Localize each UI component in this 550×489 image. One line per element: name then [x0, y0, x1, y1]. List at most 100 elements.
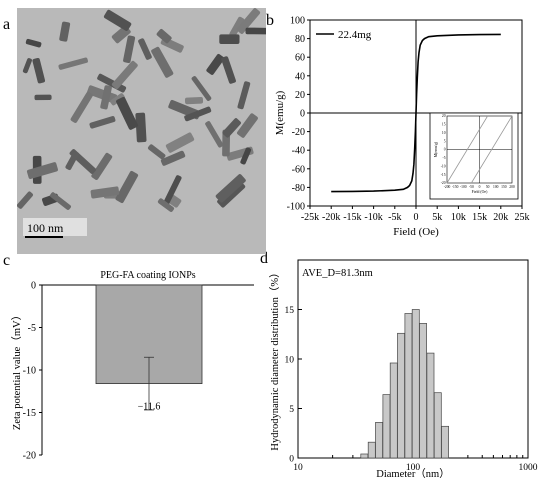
- tem-particle: [245, 27, 266, 35]
- y-tick-label: 15: [285, 306, 295, 316]
- inset-x-tick-label: 50: [486, 185, 490, 189]
- inset-x-tick-label: 100: [493, 185, 499, 189]
- tem-particle: [236, 8, 261, 34]
- tem-particle: [26, 162, 58, 179]
- tem-particle: [156, 29, 172, 44]
- histogram-bar: [419, 323, 427, 459]
- size-distribution-chart: 10 100 1000 0 5 10 15 AVE_D=81.3nm Diameter（nm） H…: [269, 259, 538, 480]
- y-axis-label: Zeta potential value（mV）: [11, 310, 23, 430]
- y-tick-label: 20: [295, 90, 305, 101]
- inset-y-tick-label: -10: [441, 164, 446, 168]
- tem-particle: [123, 35, 136, 64]
- y-tick-label: 0: [289, 455, 294, 465]
- tem-particle: [221, 56, 236, 84]
- inset-y-axis-label: M(emu/g): [434, 141, 438, 157]
- tem-particle: [147, 144, 166, 160]
- x-tick-label: -25k: [301, 212, 319, 223]
- inset-y-tick-label: -5: [443, 156, 446, 160]
- histogram-bar: [404, 313, 413, 459]
- series-line-22-4mg: [331, 33, 501, 193]
- inset-series-line: [471, 115, 513, 184]
- y-tick-label: 80: [295, 34, 305, 45]
- tem-particle: [17, 191, 33, 209]
- inset-y-tick-label: 15: [442, 123, 446, 127]
- tem-particle: [237, 81, 251, 110]
- x-tick-label: 20k: [493, 212, 508, 223]
- y-axis-label: M(emu/g): [274, 90, 286, 135]
- inset-y-tick-label: 20: [442, 114, 446, 118]
- inset-x-tick-label: 0: [479, 185, 481, 189]
- inset-x-axis-label: Field (Oe): [472, 190, 488, 194]
- tem-particle: [184, 106, 212, 122]
- inset-y-tick-label: 5: [444, 139, 446, 143]
- histogram-bar: [411, 309, 420, 459]
- histogram-bar: [375, 422, 383, 459]
- tem-particles: [17, 8, 266, 212]
- tem-particle: [191, 76, 212, 101]
- tem-particle: [165, 132, 195, 153]
- y-tick-label: 5: [289, 405, 294, 415]
- tem-particle: [91, 152, 113, 180]
- panel-label-d: d: [260, 250, 268, 267]
- tem-particle: [97, 73, 127, 93]
- zeta-potential-chart: 0 -5 -10 -15 -20 PEG-FA coating IONPs Zeta pot…: [11, 270, 254, 462]
- tem-particle: [115, 171, 139, 203]
- tem-particle: [50, 192, 71, 210]
- histogram-bar: [433, 392, 442, 459]
- panel-label-c: c: [3, 252, 11, 269]
- scale-bar: 100 nm: [23, 218, 87, 238]
- panel-label-b: b: [266, 12, 274, 29]
- x-axis-label: Diameter（nm）: [376, 468, 449, 480]
- tem-particle: [25, 38, 42, 48]
- x-tick-label: 10: [293, 463, 303, 473]
- tem-particle: [135, 112, 147, 143]
- y-tick-label: -40: [292, 146, 305, 157]
- tem-particle: [22, 58, 32, 74]
- inset-x-tick-label: 200: [509, 185, 515, 189]
- y-tick-label: 100: [290, 16, 305, 27]
- data-label: −11.6: [138, 402, 161, 413]
- tem-particle: [206, 54, 225, 75]
- inset-y-tick-label: 0: [444, 148, 446, 152]
- tem-particle: [184, 96, 204, 105]
- histogram-bar: [441, 425, 449, 459]
- inset-x-tick-label: -200: [444, 185, 451, 189]
- y-tick-label: -60: [292, 164, 305, 175]
- tem-particle: [32, 57, 46, 84]
- tem-particle: [138, 38, 152, 60]
- inset-x-tick-label: 150: [501, 185, 507, 189]
- chart-title: PEG-FA coating IONPs: [100, 270, 195, 281]
- tem-particle: [151, 46, 174, 78]
- y-tick-label: -15: [23, 408, 36, 419]
- tem-particle: [215, 174, 246, 203]
- y-tick-label: 40: [295, 71, 305, 82]
- y-tick-label: -10: [23, 366, 36, 377]
- magnetization-chart: -25k -20k -15k -10k -5k 0 5k 10k 15k 20k 25k100806…: [274, 16, 530, 239]
- tem-micrograph: 100 nm: [17, 8, 266, 254]
- inset-frame: [429, 112, 519, 200]
- tem-particle: [240, 147, 252, 165]
- tem-particle: [160, 150, 186, 166]
- inset-x-tick-label: -150: [452, 185, 459, 189]
- x-tick-label: 5k: [432, 212, 442, 223]
- x-tick-label: 15k: [472, 212, 487, 223]
- tem-particle: [34, 94, 52, 101]
- tem-particle: [116, 96, 138, 130]
- tem-particle: [58, 57, 88, 70]
- x-tick-label: 0: [414, 212, 419, 223]
- y-tick-label: 10: [285, 356, 295, 366]
- inset-x-tick-label: -50: [469, 185, 474, 189]
- y-axis-label: Hydrodynamic diameter distribution（%）: [269, 267, 281, 450]
- scale-bar-label: 100 nm: [27, 221, 64, 235]
- tem-particle: [111, 60, 138, 89]
- y-tick-label: -100: [287, 202, 305, 213]
- x-axis-label: Field (Oe): [393, 226, 439, 238]
- inset-y-tick-label: 10: [442, 131, 446, 135]
- tem-particle: [205, 121, 224, 148]
- tem-particle: [157, 198, 175, 212]
- x-tick-label: -20k: [322, 212, 340, 223]
- tem-particle: [110, 93, 125, 106]
- y-tick-label: 60: [295, 53, 305, 64]
- y-tick-label: -5: [28, 323, 36, 334]
